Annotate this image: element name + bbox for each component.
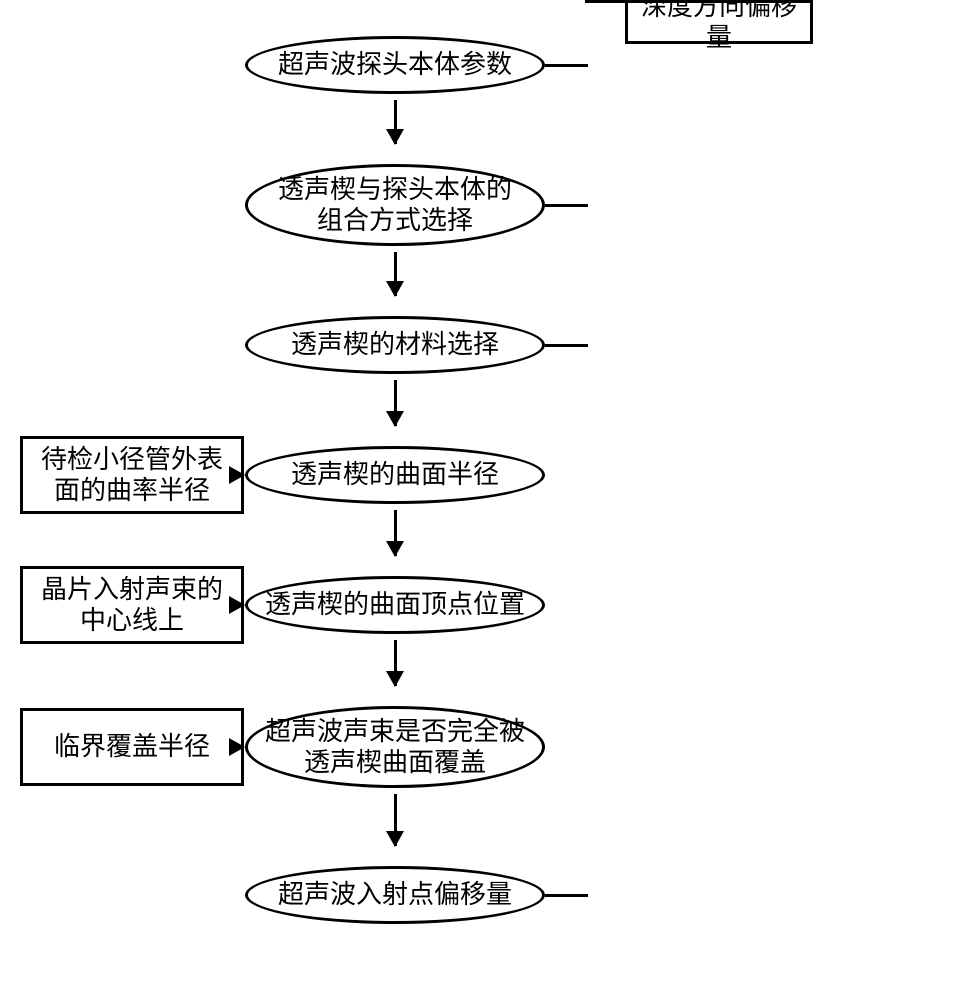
main-node-label: 透声楔的材料选择 <box>291 329 499 360</box>
main-node-label: 超声波声束是否完全被透声楔曲面覆盖 <box>265 716 525 778</box>
arrow-down <box>394 380 397 426</box>
main-node-n4: 透声楔的曲面半径 <box>245 446 545 504</box>
main-node-n2: 透声楔与探头本体的组合方式选择 <box>245 164 545 246</box>
connector <box>585 0 588 3</box>
main-node-label: 超声波探头本体参数 <box>278 49 512 80</box>
connector <box>545 204 588 207</box>
arrow-down <box>394 510 397 556</box>
arrow-down <box>394 794 397 846</box>
left-input-label: 临界覆盖半径 <box>54 731 210 762</box>
left-input: 待检小径管外表面的曲率半径 <box>20 436 244 514</box>
main-node-label: 超声波入射点偏移量 <box>278 879 512 910</box>
arrow-down <box>394 252 397 296</box>
main-node-n5: 透声楔的曲面顶点位置 <box>245 576 545 634</box>
left-input-label: 待检小径管外表面的曲率半径 <box>41 444 223 506</box>
main-node-n7: 超声波入射点偏移量 <box>245 866 545 924</box>
connector <box>545 894 588 897</box>
main-node-label: 透声楔的曲面半径 <box>291 459 499 490</box>
arrow-down <box>394 100 397 144</box>
main-node-n3: 透声楔的材料选择 <box>245 316 545 374</box>
main-node-label: 透声楔的曲面顶点位置 <box>265 589 525 620</box>
connector <box>545 64 588 67</box>
arrow-down <box>394 640 397 686</box>
left-input-label: 晶片入射声束的中心线上 <box>41 574 223 636</box>
main-node-n1: 超声波探头本体参数 <box>245 36 545 94</box>
connector <box>545 344 588 347</box>
left-input: 晶片入射声束的中心线上 <box>20 566 244 644</box>
right-option-label: 深度方向偏移量 <box>634 0 804 53</box>
connector <box>585 0 625 3</box>
main-node-n6: 超声波声束是否完全被透声楔曲面覆盖 <box>245 706 545 788</box>
main-node-label: 透声楔与探头本体的组合方式选择 <box>278 174 512 236</box>
left-input: 临界覆盖半径 <box>20 708 244 786</box>
right-option: 深度方向偏移量 <box>625 0 813 44</box>
